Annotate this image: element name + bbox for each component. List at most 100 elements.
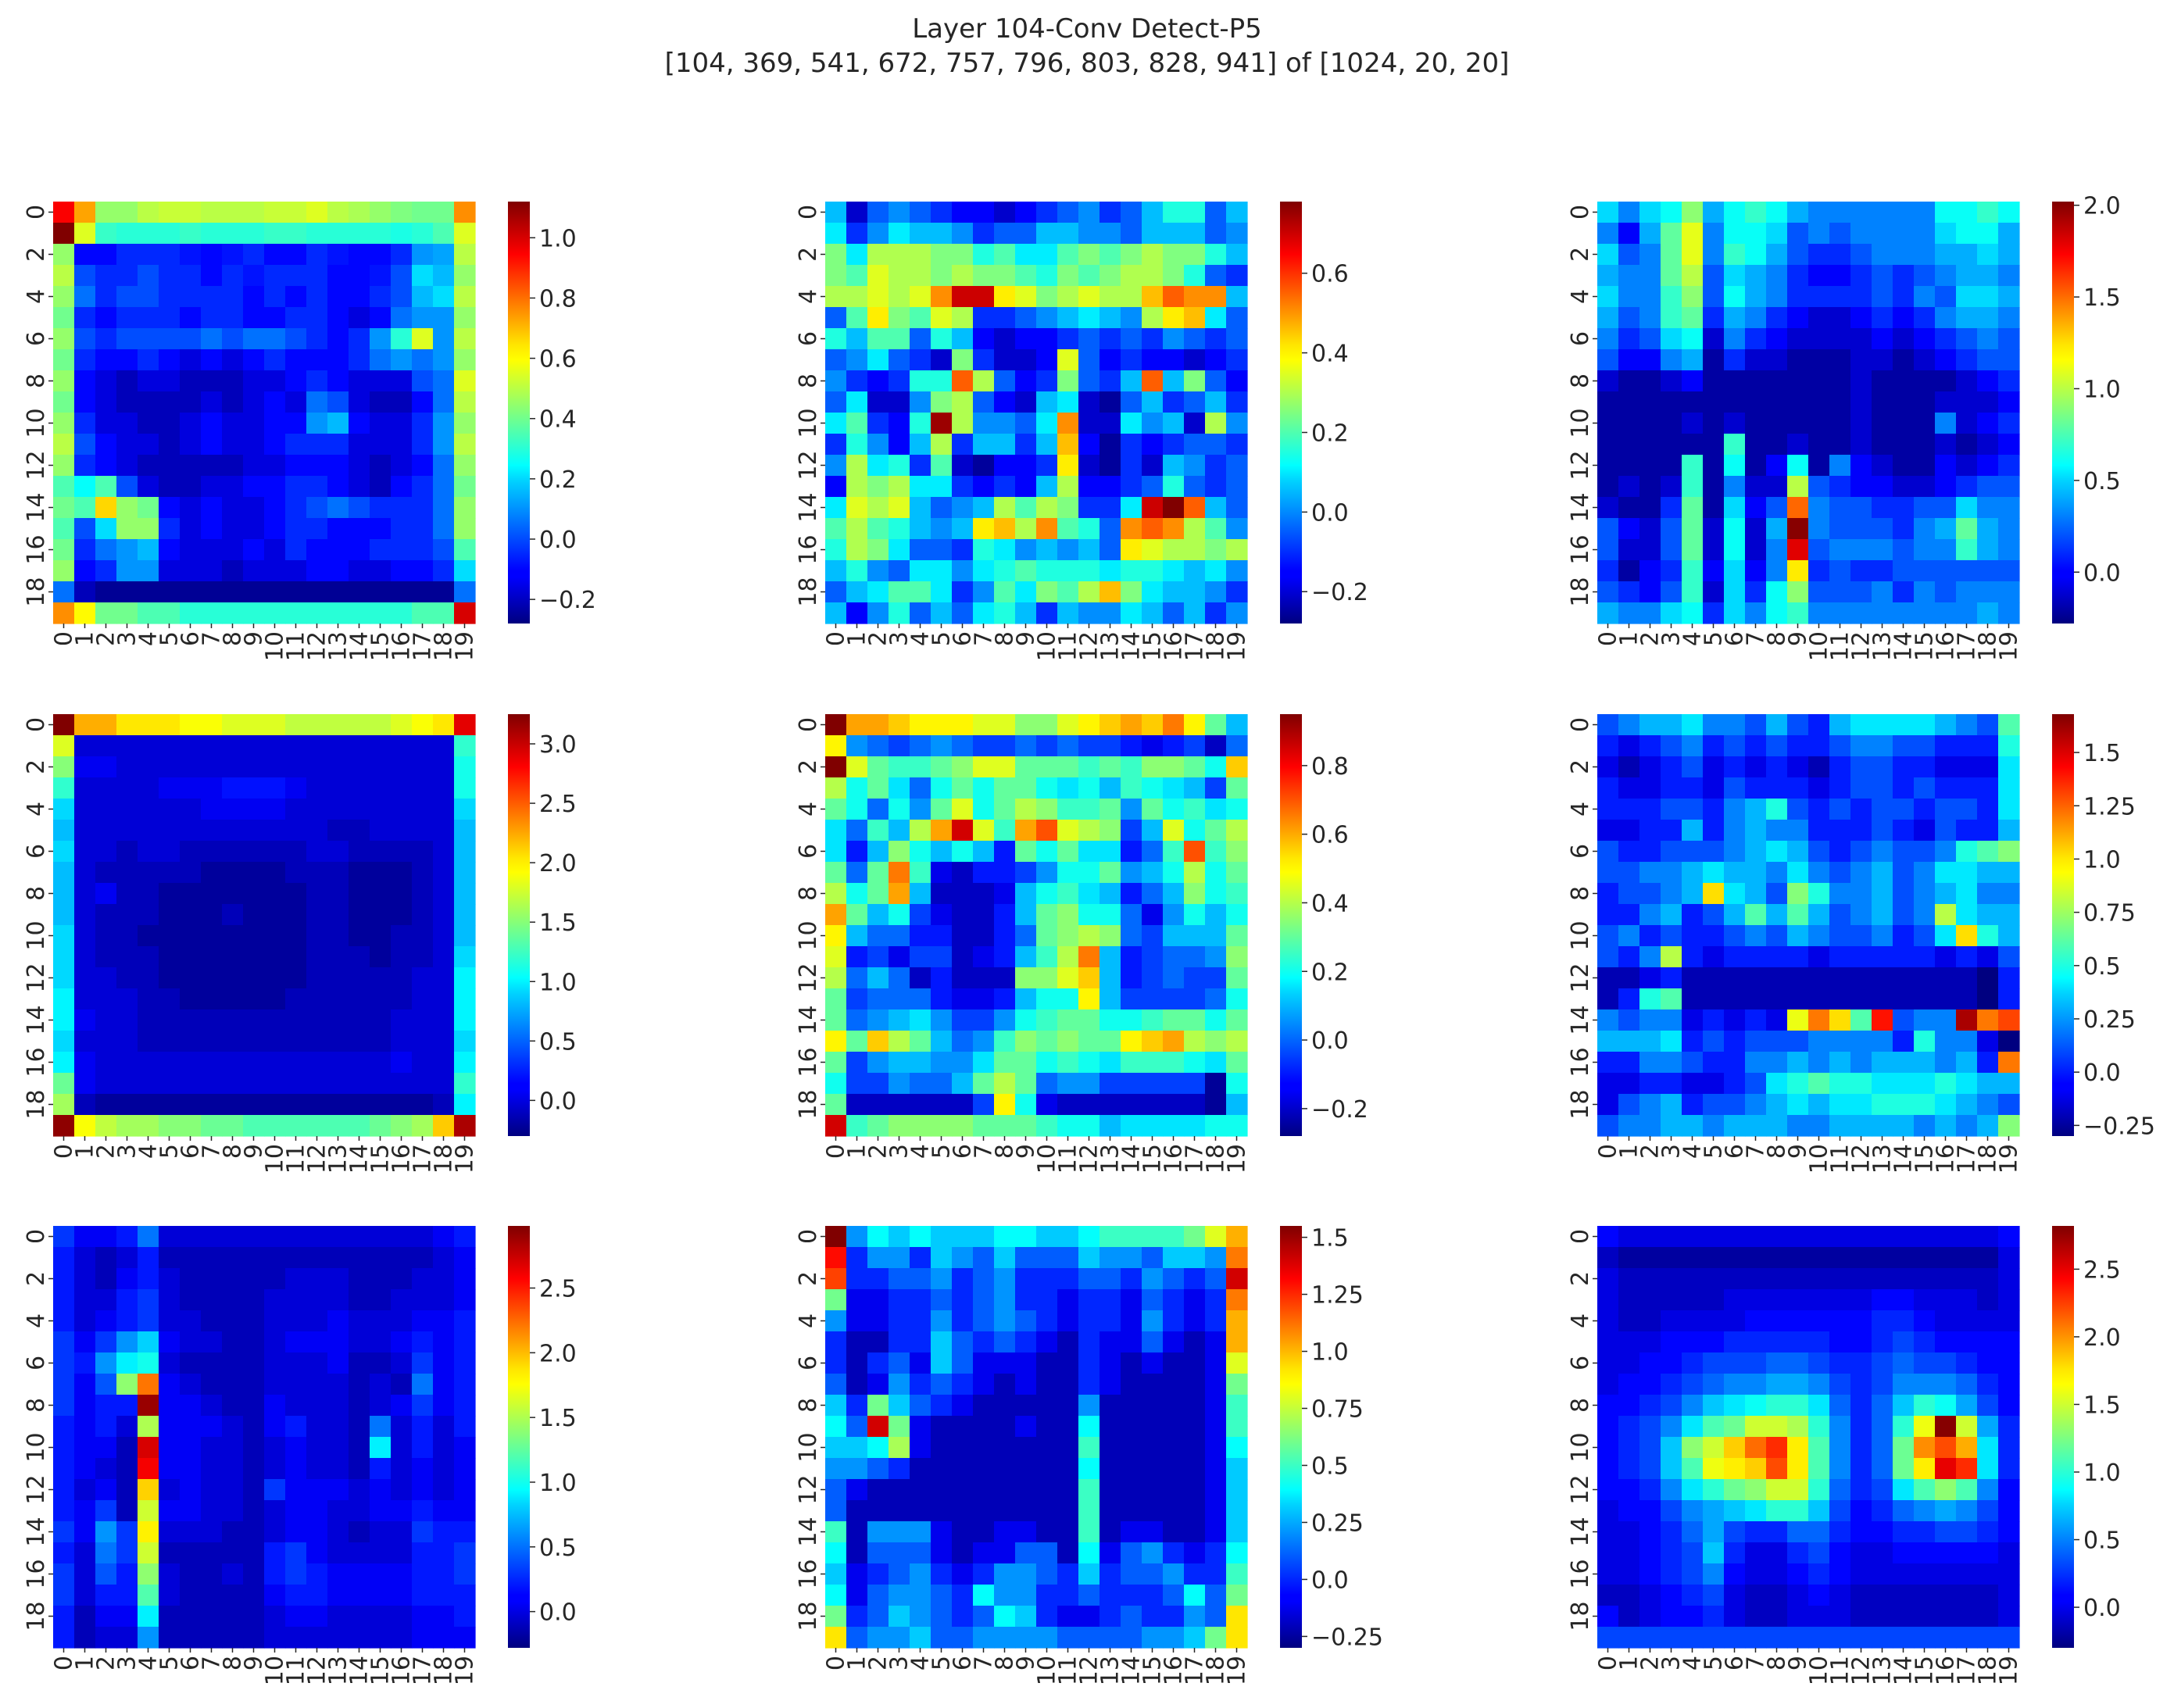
heatmap-cell — [1850, 1247, 1872, 1269]
heatmap-cell — [889, 328, 910, 350]
heatmap-cell — [327, 265, 349, 287]
heatmap-cell — [846, 286, 868, 308]
heatmap-cell — [1184, 455, 1206, 477]
heatmap-cell — [1893, 391, 1915, 413]
heatmap-cell — [1618, 714, 1640, 736]
heatmap-panel-3: 0123456789101112131415161718190246810121… — [23, 714, 577, 1174]
heatmap-cell — [1682, 1094, 1704, 1116]
heatmap-cell — [1226, 820, 1248, 841]
heatmap-cell — [994, 349, 1016, 371]
heatmap-cell — [201, 1500, 223, 1522]
heatmap-cell — [1850, 476, 1872, 498]
heatmap-cell — [1703, 1563, 1725, 1585]
heatmap-cell — [1163, 841, 1185, 863]
heatmap-cell — [53, 539, 75, 561]
heatmap-cell — [1956, 518, 1978, 540]
heatmap-cell — [222, 476, 244, 498]
heatmap-cell — [1977, 904, 1999, 926]
heatmap-cell — [1121, 391, 1142, 413]
heatmap-cell — [994, 1606, 1016, 1628]
heatmap-cell — [1100, 904, 1121, 926]
heatmap-cell — [825, 925, 847, 947]
heatmap-cell — [1829, 1310, 1851, 1332]
heatmap-cell — [391, 286, 413, 308]
heatmap-cell — [973, 286, 995, 308]
heatmap-cell — [264, 1289, 286, 1311]
heatmap-cell — [846, 988, 868, 1010]
heatmap-cell — [1977, 518, 1999, 540]
heatmap-cell — [931, 1458, 953, 1480]
heatmap-cell — [1163, 307, 1185, 329]
heatmap-cell — [1914, 714, 1936, 736]
heatmap-cell — [454, 370, 476, 392]
heatmap-cell — [370, 1627, 392, 1649]
heatmap-cell — [264, 862, 286, 884]
y-tick-label: 10 — [1567, 408, 1594, 438]
heatmap-cell — [1015, 904, 1037, 926]
heatmap-cell — [1998, 1331, 2020, 1353]
x-tick-label: 10 — [1806, 631, 1833, 661]
heatmap-cell — [910, 265, 931, 287]
heatmap-cell — [867, 735, 889, 757]
heatmap-cell — [825, 1395, 847, 1417]
heatmap-cell — [412, 349, 434, 371]
heatmap-cell — [222, 1331, 244, 1353]
heatmap-cell — [1142, 518, 1164, 540]
heatmap-cell — [1935, 735, 1957, 757]
heatmap-cell — [412, 777, 434, 799]
heatmap-cell — [889, 413, 910, 434]
heatmap-cell — [1184, 1374, 1206, 1395]
heatmap-cell — [1914, 1500, 1936, 1522]
heatmap-cell — [994, 455, 1016, 477]
heatmap-cell — [74, 1268, 96, 1290]
heatmap-cell — [1977, 1331, 1999, 1353]
heatmap-cell — [1597, 497, 1619, 519]
heatmap-cell — [95, 946, 117, 968]
x-tick-label: 1 — [72, 1144, 99, 1159]
heatmap-cell — [1998, 518, 2020, 540]
heatmap-cell — [1745, 820, 1767, 841]
heatmap-cell — [1618, 497, 1640, 519]
heatmap-cell — [1724, 244, 1746, 266]
heatmap-cell — [306, 1310, 328, 1332]
heatmap-cell — [53, 286, 75, 308]
heatmap-cell — [433, 1606, 455, 1628]
heatmap-cell — [454, 735, 476, 757]
heatmap-cell — [1682, 1331, 1704, 1353]
heatmap-cell — [1142, 581, 1164, 603]
heatmap-cell — [412, 223, 434, 245]
x-tick-label: 17 — [409, 631, 437, 661]
heatmap-cell — [1015, 1374, 1037, 1395]
y-tick-label: 0 — [1567, 1229, 1594, 1244]
heatmap-cell — [433, 1052, 455, 1074]
heatmap-cell — [889, 820, 910, 841]
heatmap-cell — [243, 925, 265, 947]
x-tick-label: 16 — [388, 631, 416, 661]
heatmap-cell — [1682, 714, 1704, 736]
heatmap-cell — [1893, 518, 1915, 540]
heatmap-cell — [1766, 799, 1788, 820]
heatmap-cell — [159, 434, 181, 456]
heatmap-cell — [846, 244, 868, 266]
heatmap-cell — [370, 735, 392, 757]
heatmap-cell — [889, 777, 910, 799]
heatmap-cell — [1226, 799, 1248, 820]
heatmap-cell — [349, 1416, 370, 1438]
heatmap-cell — [454, 1352, 476, 1374]
heatmap-cell — [391, 265, 413, 287]
heatmap-cell — [1808, 1521, 1830, 1543]
heatmap-cell — [1036, 286, 1058, 308]
x-tick-label: 19 — [1996, 631, 2023, 661]
heatmap-cell — [1597, 244, 1619, 266]
heatmap-cell — [1703, 1031, 1725, 1052]
heatmap-cell — [1977, 1009, 1999, 1031]
heatmap-cell — [243, 1226, 265, 1248]
heatmap-cell — [370, 883, 392, 905]
heatmap-cell — [180, 1115, 202, 1137]
heatmap-cell — [1893, 925, 1915, 947]
heatmap-cell — [349, 328, 370, 350]
heatmap-cell — [867, 1606, 889, 1628]
x-tick-label: 1 — [1616, 631, 1643, 646]
heatmap-cell — [370, 1416, 392, 1438]
heatmap-cell — [825, 1052, 847, 1074]
